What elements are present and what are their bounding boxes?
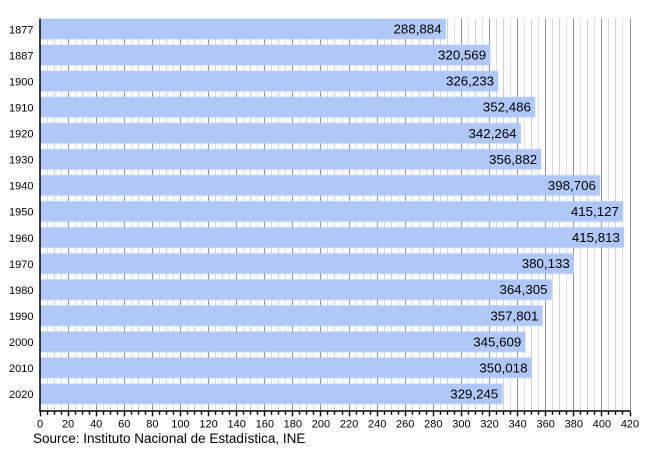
- svg-text:2010: 2010: [9, 363, 33, 375]
- svg-text:2000: 2000: [9, 337, 33, 349]
- svg-text:1887: 1887: [9, 50, 33, 62]
- svg-text:364,305: 364,305: [499, 282, 547, 297]
- svg-text:60: 60: [118, 419, 130, 431]
- svg-text:220: 220: [340, 419, 358, 431]
- svg-text:415,127: 415,127: [571, 204, 619, 219]
- svg-text:357,801: 357,801: [490, 308, 538, 323]
- svg-text:1970: 1970: [9, 259, 33, 271]
- svg-text:352,486: 352,486: [483, 100, 531, 115]
- svg-text:1940: 1940: [9, 181, 33, 193]
- svg-text:340: 340: [508, 419, 526, 431]
- svg-text:1960: 1960: [9, 233, 33, 245]
- svg-text:280: 280: [424, 419, 442, 431]
- svg-text:326,233: 326,233: [446, 74, 494, 89]
- svg-text:1990: 1990: [9, 311, 33, 323]
- svg-text:260: 260: [396, 419, 414, 431]
- svg-text:320: 320: [480, 419, 498, 431]
- svg-text:1900: 1900: [9, 76, 33, 88]
- svg-text:288,884: 288,884: [394, 22, 442, 37]
- svg-text:160: 160: [256, 419, 274, 431]
- svg-text:360: 360: [537, 419, 555, 431]
- svg-text:1950: 1950: [9, 207, 33, 219]
- svg-text:420: 420: [621, 419, 639, 431]
- svg-text:200: 200: [312, 419, 330, 431]
- svg-text:380: 380: [565, 419, 583, 431]
- svg-text:350,018: 350,018: [479, 360, 527, 375]
- svg-text:1910: 1910: [9, 102, 33, 114]
- svg-text:345,609: 345,609: [473, 334, 521, 349]
- svg-text:415,813: 415,813: [572, 230, 620, 245]
- svg-text:398,706: 398,706: [548, 178, 596, 193]
- svg-text:342,264: 342,264: [469, 126, 517, 141]
- svg-text:329,245: 329,245: [450, 386, 498, 401]
- svg-text:120: 120: [199, 419, 217, 431]
- svg-text:1930: 1930: [9, 155, 33, 167]
- svg-text:80: 80: [146, 419, 158, 431]
- svg-text:180: 180: [284, 419, 302, 431]
- svg-text:40: 40: [90, 419, 102, 431]
- svg-text:1920: 1920: [9, 129, 33, 141]
- svg-text:356,882: 356,882: [489, 152, 537, 167]
- svg-text:400: 400: [593, 419, 611, 431]
- svg-text:Source: Instituto Nacional de: Source: Instituto Nacional de Estadístic…: [33, 431, 305, 446]
- svg-text:20: 20: [62, 419, 74, 431]
- svg-text:300: 300: [452, 419, 470, 431]
- svg-text:380,133: 380,133: [522, 256, 570, 271]
- svg-text:2020: 2020: [9, 389, 33, 401]
- svg-text:320,569: 320,569: [438, 48, 486, 63]
- svg-text:0: 0: [37, 419, 43, 431]
- svg-text:1980: 1980: [9, 285, 33, 297]
- svg-text:140: 140: [227, 419, 245, 431]
- svg-text:100: 100: [171, 419, 189, 431]
- svg-text:1877: 1877: [9, 24, 33, 36]
- svg-text:240: 240: [368, 419, 386, 431]
